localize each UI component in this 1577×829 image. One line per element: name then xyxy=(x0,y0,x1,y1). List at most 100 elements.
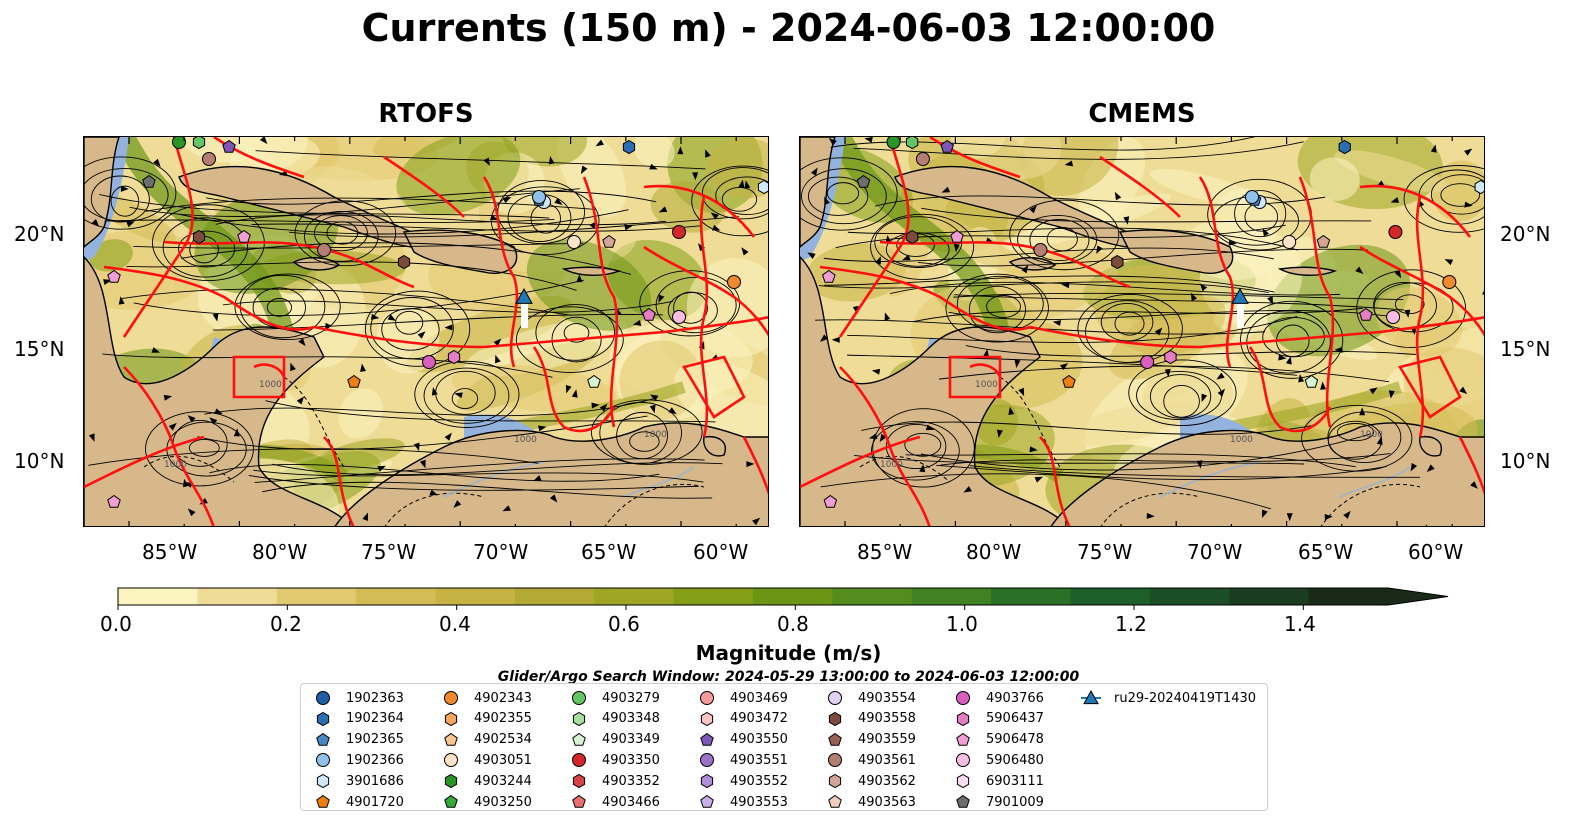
colorbar-tick-label: 0.4 xyxy=(439,612,471,636)
colorbar-bin xyxy=(118,588,198,605)
legend-label: ru29-20240419T1430 xyxy=(1114,690,1257,706)
colorbar-bin xyxy=(753,588,833,605)
float-marker-icon xyxy=(316,691,330,705)
legend-item: 7901009 xyxy=(953,792,1044,812)
float-marker-icon xyxy=(700,794,714,808)
float-marker xyxy=(1140,355,1155,369)
svg-text:1000: 1000 xyxy=(1230,435,1253,445)
streamline-arrows xyxy=(84,137,768,526)
lon-tick-label: 70°W xyxy=(1187,540,1243,564)
glider-position xyxy=(515,287,533,304)
legend-label: 4903552 xyxy=(730,773,788,789)
colorbar-bin xyxy=(991,588,1071,605)
float-marker xyxy=(906,137,919,150)
float-marker-icon xyxy=(316,794,330,808)
legend-label: 1902366 xyxy=(346,752,404,768)
legend-item: 4903562 xyxy=(825,771,916,791)
colorbar-tick-label: 1.0 xyxy=(946,612,978,636)
float-marker xyxy=(1164,349,1177,365)
colorbar-bin xyxy=(514,588,595,605)
float-marker-icon xyxy=(444,794,458,808)
legend-item: 4903051 xyxy=(441,750,532,770)
colorbar-bin xyxy=(276,588,357,605)
legend-label: 4903469 xyxy=(730,690,788,706)
lon-tick-label: 85°W xyxy=(142,540,198,564)
legend-item: 4903561 xyxy=(825,750,916,770)
legend-label: 4902355 xyxy=(474,711,532,727)
map-panel-cmems[interactable]: 1000 1000 1000 1000 xyxy=(799,136,1485,527)
legend-item: 4902343 xyxy=(441,688,532,708)
legend-label: 4903466 xyxy=(602,794,660,810)
float-marker xyxy=(1245,190,1260,204)
lon-tick-label: 75°W xyxy=(361,540,417,564)
streamline-arrows xyxy=(800,137,1484,526)
lat-tick-label: 20°N xyxy=(1500,222,1551,246)
float-marker xyxy=(950,229,964,243)
legend-label: 4903349 xyxy=(602,732,660,748)
float-marker xyxy=(107,494,121,508)
lat-tick-label: 10°N xyxy=(1500,449,1551,473)
float-marker xyxy=(587,374,601,388)
lat-tick-label: 20°N xyxy=(14,222,65,246)
legend-label: 1902363 xyxy=(346,690,404,706)
legend-label: 4903559 xyxy=(858,732,916,748)
lon-tick-label: 75°W xyxy=(1077,540,1133,564)
float-marker-icon xyxy=(316,753,330,768)
float-marker-icon xyxy=(700,691,714,705)
legend-label: 4903563 xyxy=(858,794,916,810)
colorbar-bin xyxy=(356,588,436,605)
legend-item: 4903352 xyxy=(569,771,660,791)
float-marker-icon xyxy=(956,732,970,746)
float-marker-icon xyxy=(444,732,458,746)
svg-text:1000: 1000 xyxy=(1360,430,1383,440)
isobath-labels: 1000 1000 1000 1000 xyxy=(164,380,667,470)
float-marker xyxy=(1386,310,1401,324)
legend-item: 4903279 xyxy=(569,688,660,708)
float-marker xyxy=(1111,254,1124,270)
colorbar xyxy=(117,587,1449,610)
lon-tick-label: 65°W xyxy=(581,540,637,564)
float-marker xyxy=(1062,374,1076,388)
float-marker xyxy=(1033,243,1048,257)
rivers xyxy=(443,461,695,498)
legend-item: 4903558 xyxy=(825,709,916,729)
land-area xyxy=(84,137,768,526)
legend-item: 4903469 xyxy=(697,688,788,708)
float-marker xyxy=(672,225,686,239)
legend-label: 4903051 xyxy=(474,752,532,768)
legend-label: 4903551 xyxy=(730,752,788,768)
map-panel-rtofs[interactable]: 1000 1000 1000 1000 xyxy=(83,136,769,527)
colorbar-bin xyxy=(832,588,913,605)
legend-label: 4903558 xyxy=(858,711,916,727)
float-marker xyxy=(192,137,206,150)
float-marker-icon xyxy=(700,774,714,789)
legend-item: 4903349 xyxy=(569,730,660,750)
colorbar-bin xyxy=(1070,588,1151,605)
frame-ticks xyxy=(128,137,737,526)
float-marker-icon xyxy=(828,691,842,705)
float-marker xyxy=(906,229,919,245)
float-marker-icon xyxy=(956,711,970,726)
glider-track xyxy=(1231,287,1249,328)
legend-item: 4903551 xyxy=(697,750,788,770)
legend-item: 4903553 xyxy=(697,792,788,812)
legend-label: 6903111 xyxy=(986,773,1044,789)
lon-tick-label: 60°W xyxy=(1408,540,1464,564)
legend-item: 6903111 xyxy=(953,771,1044,791)
float-marker-icon xyxy=(828,711,842,726)
float-marker-icon xyxy=(572,711,586,726)
colorbar-bin xyxy=(197,588,278,605)
float-marker xyxy=(1304,374,1319,388)
float-marker xyxy=(823,494,838,508)
panel-title-cmems: CMEMS xyxy=(1088,99,1196,129)
svg-text:1000: 1000 xyxy=(975,380,998,390)
lat-tick-label: 15°N xyxy=(1500,337,1551,361)
legend-label: 4903553 xyxy=(730,794,788,810)
colorbar-bin xyxy=(673,588,754,605)
glider-track-marker-icon xyxy=(1081,689,1101,705)
lon-tick-label: 70°W xyxy=(473,540,529,564)
rtofs-map-drawing: 1000 1000 1000 1000 xyxy=(84,137,768,526)
float-marker xyxy=(422,355,436,369)
legend-label: 5906480 xyxy=(986,752,1044,768)
colorbar-bin xyxy=(1149,588,1230,605)
